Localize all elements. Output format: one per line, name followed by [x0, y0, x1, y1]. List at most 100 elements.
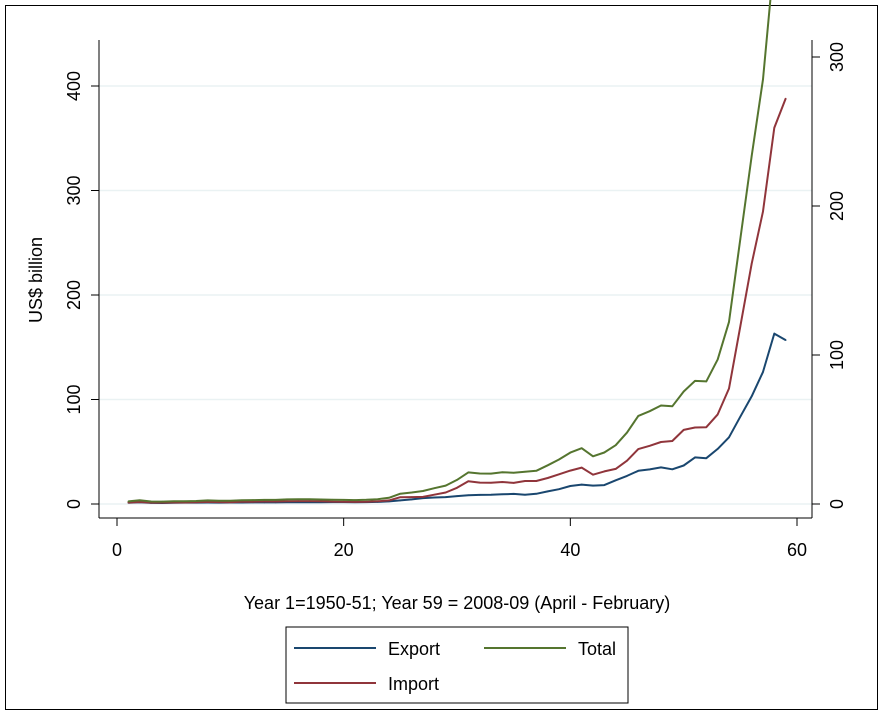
point-total-46 — [637, 415, 640, 417]
point-import-10 — [229, 501, 232, 504]
point-export-49 — [671, 468, 674, 471]
point-import-24 — [388, 499, 390, 502]
y2-tick-label-3: 300 — [827, 42, 847, 72]
point-export-48 — [660, 466, 662, 469]
point-import-30 — [456, 487, 458, 489]
point-total-41 — [580, 447, 583, 450]
point-total-29 — [444, 484, 447, 487]
point-import-59 — [784, 97, 787, 100]
legend-label-import: Import — [388, 674, 439, 694]
legend-label-export: Export — [388, 639, 440, 659]
point-export-25 — [399, 499, 402, 502]
point-total-43 — [603, 451, 606, 454]
point-import-47 — [648, 445, 651, 447]
legend-box — [285, 626, 629, 704]
x-tick-label-1: 20 — [334, 540, 354, 560]
point-import-42 — [592, 473, 594, 476]
point-export-55 — [739, 415, 742, 418]
point-total-5 — [172, 500, 175, 503]
point-total-42 — [592, 455, 594, 458]
point-import-50 — [682, 429, 685, 431]
point-total-17 — [308, 498, 311, 501]
point-import-53 — [716, 413, 719, 416]
point-export-54 — [728, 436, 730, 439]
point-export-29 — [444, 496, 447, 498]
point-export-39 — [558, 488, 560, 491]
point-import-11 — [240, 501, 243, 503]
point-export-44 — [614, 479, 617, 482]
point-total-3 — [150, 500, 152, 503]
point-import-18 — [320, 500, 322, 503]
point-import-20 — [342, 501, 345, 503]
series-total — [127, 0, 772, 503]
point-total-24 — [388, 497, 390, 499]
point-total-33 — [490, 472, 492, 475]
point-import-39 — [558, 473, 560, 476]
point-export-53 — [716, 448, 719, 450]
y2-tick-label-1: 100 — [827, 340, 847, 370]
point-total-8 — [206, 499, 209, 502]
y-tick-label-4: 400 — [64, 71, 84, 101]
point-import-55 — [739, 325, 742, 328]
point-total-51 — [694, 380, 696, 382]
point-import-21 — [354, 501, 356, 503]
point-total-23 — [376, 498, 379, 501]
point-total-47 — [648, 410, 651, 413]
point-import-38 — [546, 477, 549, 479]
point-import-22 — [365, 500, 368, 503]
point-export-35 — [512, 493, 515, 495]
point-export-59 — [784, 339, 787, 341]
point-import-17 — [308, 500, 311, 502]
point-total-56 — [750, 155, 753, 157]
point-import-57 — [762, 210, 764, 213]
point-total-2 — [138, 499, 141, 502]
point-import-25 — [399, 496, 402, 499]
point-import-52 — [705, 426, 708, 429]
point-total-20 — [342, 499, 345, 501]
point-export-45 — [626, 475, 628, 477]
point-import-36 — [524, 480, 526, 482]
point-total-34 — [501, 471, 504, 474]
axis-ticks: 0 100 200 300 400 0 100 200 300 0 20 40 60 — [64, 42, 847, 560]
point-export-46 — [637, 470, 640, 472]
point-export-58 — [773, 332, 776, 335]
point-import-40 — [569, 469, 572, 472]
y2-tick-label-2: 200 — [827, 191, 847, 221]
point-total-45 — [626, 431, 628, 434]
point-total-11 — [240, 499, 243, 502]
point-import-51 — [694, 426, 696, 429]
series-import — [127, 97, 787, 504]
point-import-13 — [263, 500, 266, 503]
legend: Export Total Import — [285, 626, 629, 704]
point-import-43 — [603, 470, 606, 473]
point-total-57 — [762, 78, 764, 81]
point-export-34 — [501, 493, 504, 496]
gridlines — [99, 85, 812, 505]
point-import-35 — [512, 482, 515, 484]
point-export-47 — [648, 468, 651, 471]
point-export-56 — [750, 395, 753, 398]
point-export-42 — [592, 484, 594, 487]
point-import-33 — [490, 482, 492, 484]
point-import-32 — [478, 481, 481, 484]
point-total-32 — [478, 472, 481, 475]
point-total-55 — [739, 238, 742, 240]
point-total-54 — [728, 321, 730, 323]
y-tick-label-2: 200 — [64, 280, 84, 310]
point-export-36 — [524, 493, 526, 496]
point-import-26 — [410, 496, 413, 498]
point-import-19 — [331, 500, 334, 503]
point-total-52 — [705, 380, 708, 383]
point-export-26 — [410, 498, 413, 501]
point-total-1 — [127, 500, 130, 503]
point-total-7 — [195, 500, 198, 502]
point-export-33 — [490, 494, 492, 496]
point-total-12 — [252, 499, 254, 501]
point-total-48 — [660, 404, 662, 407]
point-total-25 — [399, 492, 402, 495]
point-import-31 — [467, 480, 470, 483]
point-total-53 — [716, 358, 719, 361]
point-import-27 — [422, 496, 424, 498]
point-import-12 — [252, 500, 254, 503]
